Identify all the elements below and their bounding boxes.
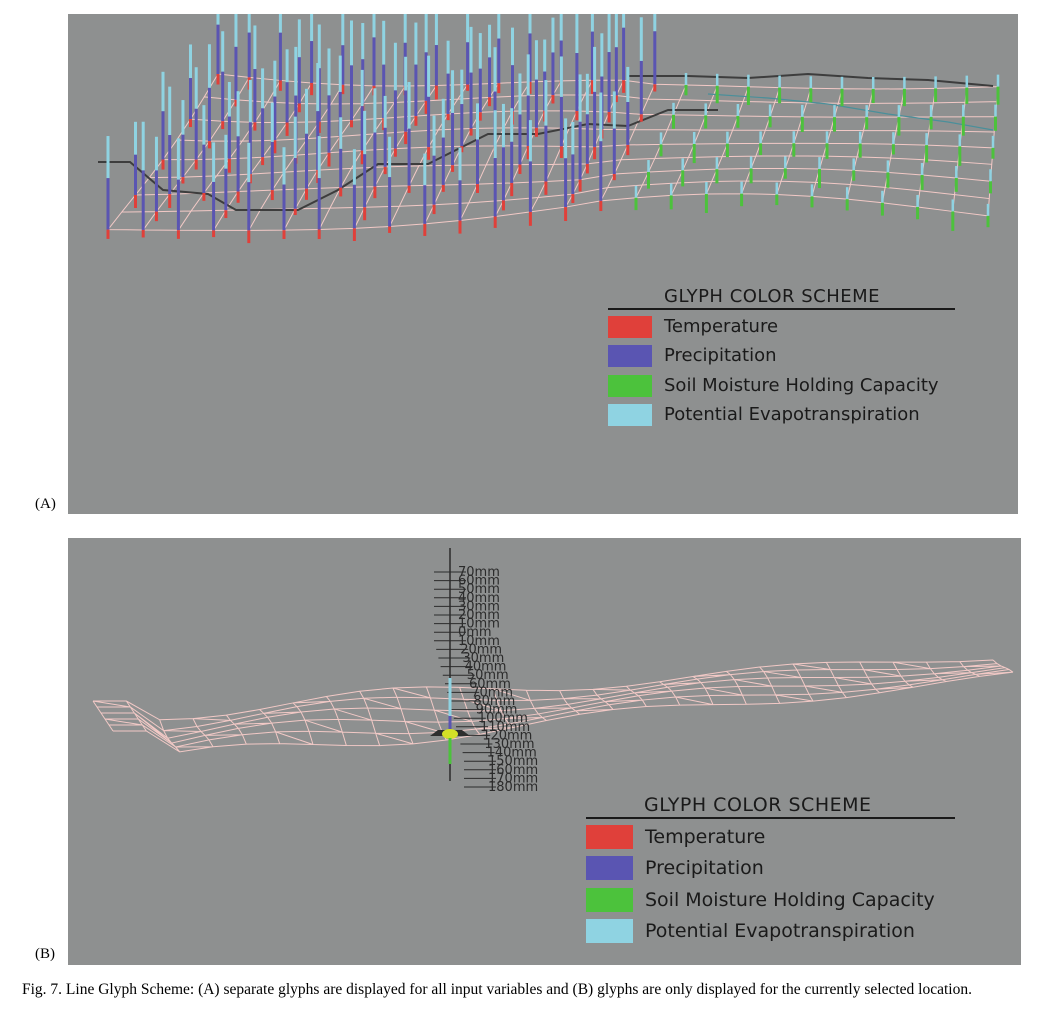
legend-label: Precipitation <box>664 345 777 366</box>
axis-tick-label: 80mm <box>473 694 515 709</box>
axis-tick-label: 50mm <box>458 582 500 597</box>
axis-tick-label: 10mm <box>458 634 500 649</box>
axis-tick-label: 140mm <box>487 746 537 761</box>
axis-tick-label: 20mm <box>460 642 502 657</box>
axis-tick-label: 70mm <box>458 565 500 580</box>
panel-a-visualization: GLYPH COLOR SCHEME Temperature Precipita… <box>68 14 1018 514</box>
axis-tick-label: 40mm <box>458 591 500 606</box>
legend-b: GLYPH COLOR SCHEME Temperature Precipita… <box>586 794 956 944</box>
axis-tick-label: 30mm <box>462 651 504 666</box>
glyph-mesh-panel-b: 70mm60mm50mm40mm30mm20mm10mm0mm10mm20mm3… <box>92 548 1014 795</box>
axis-tick-label: 70mm <box>471 685 513 700</box>
axis-tick-label: 160mm <box>488 763 538 778</box>
soil-moisture-swatch <box>586 888 633 912</box>
axis-tick-label: 40mm <box>465 660 507 675</box>
state-boundary-line <box>628 72 994 87</box>
legend-title: GLYPH COLOR SCHEME <box>644 794 872 816</box>
river-line <box>707 93 994 131</box>
temperature-swatch <box>586 825 633 849</box>
axis-tick-label: 30mm <box>458 599 500 614</box>
legend-label: Precipitation <box>645 857 764 879</box>
axis-tick-label: 20mm <box>458 608 500 623</box>
panel-b-visualization: 70mm 60mm 50mm 40mm 30mm 20mm 10mm 0mm 10mm 20mm 3… <box>68 538 1021 965</box>
axis-tick-label: 180mm <box>488 780 538 795</box>
legend-label: Soil Moisture Holding Capacity <box>645 889 935 911</box>
axis-tick-label: 150mm <box>488 754 538 769</box>
axis-tick-label: 120mm <box>482 728 532 743</box>
legend-a: GLYPH COLOR SCHEME Temperature Precipita… <box>608 286 958 436</box>
legend-label: Potential Evapotranspiration <box>645 920 915 942</box>
legend-label: Temperature <box>645 826 766 848</box>
axis-tick-label: 50mm <box>467 668 509 683</box>
axis-tick-label: 60mm <box>469 677 511 692</box>
terrain-mesh <box>92 659 1014 753</box>
precipitation-swatch <box>586 856 633 880</box>
legend-divider <box>608 308 955 310</box>
legend-label: Potential Evapotranspiration <box>664 404 920 425</box>
panel-a-label: (A) <box>35 496 56 512</box>
panel-b-label: (B) <box>35 946 55 962</box>
figure-caption: Fig. 7. Line Glyph Scheme: (A) separate … <box>22 981 972 998</box>
axis-tick-label: 0mm <box>458 625 492 640</box>
axis-tick-label: 90mm <box>476 703 518 718</box>
legend-label: Soil Moisture Holding Capacity <box>664 375 939 396</box>
axis-tick-label: 110mm <box>480 720 530 735</box>
temperature-swatch <box>608 316 652 338</box>
legend-divider <box>586 817 955 819</box>
axis-tick-label: 100mm <box>478 711 528 726</box>
legend-title: GLYPH COLOR SCHEME <box>664 286 881 307</box>
axis-tick-label: 130mm <box>484 737 534 752</box>
temperature-marker <box>442 729 458 739</box>
legend-label: Temperature <box>664 316 779 337</box>
glyph-mesh-panel-a <box>98 14 1000 244</box>
axis-tick-label: 170mm <box>488 771 538 786</box>
precipitation-swatch <box>608 345 652 367</box>
soil-moisture-swatch <box>608 375 652 397</box>
evapotranspiration-swatch <box>608 404 652 426</box>
evapotranspiration-swatch <box>586 919 633 943</box>
axis-tick-label: 10mm <box>458 617 500 632</box>
axis-tick-label: 60mm <box>458 574 500 589</box>
